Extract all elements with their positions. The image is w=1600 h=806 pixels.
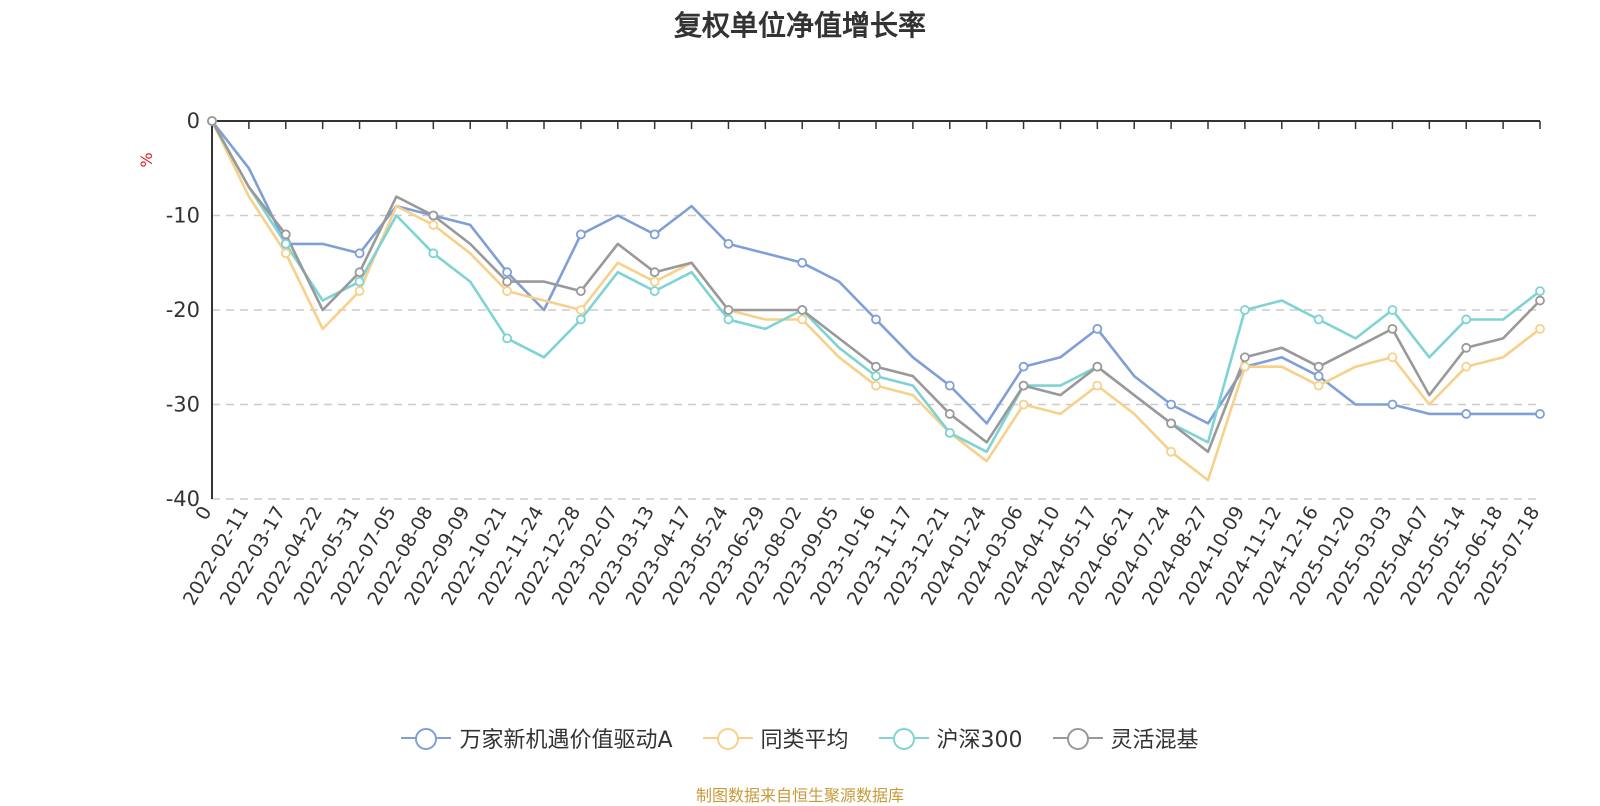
legend-item[interactable]: 同类平均 [702, 722, 849, 754]
data-point[interactable] [1461, 361, 1472, 372]
data-point[interactable] [1092, 380, 1103, 391]
data-point[interactable] [1461, 314, 1472, 325]
data-point[interactable] [723, 314, 734, 325]
series-line [210, 120, 1541, 454]
data-point[interactable] [575, 229, 586, 240]
data-point[interactable] [575, 314, 586, 325]
data-point[interactable] [354, 286, 365, 297]
data-point[interactable] [1461, 409, 1472, 419]
data-point[interactable] [649, 267, 660, 278]
legend-item[interactable]: 沪深300 [878, 722, 1023, 754]
legend-symbol [1052, 726, 1103, 750]
data-point[interactable] [649, 276, 660, 287]
data-point[interactable] [428, 210, 439, 221]
axes [211, 120, 1541, 499]
y-axis-label: % [137, 152, 156, 167]
legend-item[interactable]: 万家新机遇价值驱动A [401, 722, 673, 754]
y-tick-label: -40 [166, 487, 200, 511]
data-point[interactable] [1535, 286, 1545, 297]
data-point[interactable] [207, 116, 217, 126]
legend-symbol [878, 726, 929, 750]
data-point[interactable] [1239, 305, 1250, 315]
source-note: 制图数据来自恒生聚源数据库 [695, 786, 904, 805]
data-point[interactable] [1313, 371, 1324, 382]
legend-label: 灵活混基 [1110, 728, 1199, 753]
data-point[interactable] [1166, 418, 1177, 429]
legend-label: 同类平均 [760, 728, 849, 753]
data-point[interactable] [944, 427, 955, 438]
data-point[interactable] [1313, 380, 1324, 391]
data-point[interactable] [871, 380, 881, 391]
data-point[interactable] [428, 220, 439, 230]
data-point[interactable] [1092, 323, 1103, 334]
gridlines [212, 214, 1540, 500]
data-point[interactable] [871, 361, 881, 372]
data-point[interactable] [1535, 323, 1545, 334]
data-point[interactable] [1387, 305, 1398, 315]
data-point[interactable] [1166, 399, 1177, 410]
y-tick-label: -10 [166, 204, 200, 228]
data-point[interactable] [1313, 361, 1324, 372]
series-line [210, 120, 1541, 454]
series-line [210, 120, 1541, 482]
x-tick-labels: 02022-02-112022-03-172022-04-222022-05-3… [179, 502, 1544, 609]
series-markers [207, 116, 1545, 457]
y-tick-label: -30 [166, 393, 200, 417]
data-point[interactable] [280, 248, 291, 259]
data-point[interactable] [723, 305, 734, 315]
y-tick-label: 0 [187, 109, 200, 133]
data-point[interactable] [1535, 295, 1545, 306]
y-tick-labels: 0 -10 -20 -30 -40 [166, 109, 200, 511]
data-point[interactable] [944, 380, 955, 391]
legend: 万家新机遇价值驱动A 同类平均 沪深300 灵活混基 [0, 722, 1600, 754]
data-point[interactable] [1387, 352, 1398, 363]
data-point[interactable] [723, 238, 734, 249]
data-point[interactable] [502, 267, 513, 278]
data-point[interactable] [575, 286, 586, 297]
data-point[interactable] [1461, 342, 1472, 353]
data-point[interactable] [575, 305, 586, 315]
data-point[interactable] [1018, 380, 1029, 391]
data-point[interactable] [649, 286, 660, 297]
legend-item[interactable]: 灵活混基 [1052, 722, 1199, 754]
data-point[interactable] [797, 305, 808, 315]
legend-symbol [702, 726, 753, 750]
data-point[interactable] [649, 229, 660, 240]
data-point[interactable] [502, 286, 513, 297]
legend-label: 万家新机遇价值驱动A [459, 728, 673, 753]
data-point[interactable] [428, 248, 439, 259]
data-point[interactable] [1313, 314, 1324, 325]
data-point[interactable] [1387, 323, 1398, 334]
data-point[interactable] [354, 267, 365, 278]
data-point[interactable] [1239, 352, 1250, 363]
data-point[interactable] [1018, 399, 1029, 410]
data-point[interactable] [502, 276, 513, 287]
data-point[interactable] [797, 257, 808, 268]
data-point[interactable] [871, 314, 881, 325]
data-point[interactable] [1018, 361, 1029, 372]
data-point[interactable] [1387, 399, 1398, 410]
y-tick-label: -20 [166, 298, 200, 322]
series-lines [210, 120, 1541, 482]
data-point[interactable] [1092, 361, 1103, 372]
data-point[interactable] [871, 371, 881, 382]
data-point[interactable] [280, 238, 291, 249]
data-point[interactable] [1166, 446, 1177, 457]
data-point[interactable] [1535, 409, 1545, 419]
legend-symbol [401, 726, 452, 750]
data-point[interactable] [280, 229, 291, 240]
data-point[interactable] [944, 409, 955, 419]
chart-title: 复权单位净值增长率 [673, 9, 926, 42]
data-point[interactable] [354, 276, 365, 287]
data-point[interactable] [797, 314, 808, 325]
data-point[interactable] [1239, 361, 1250, 372]
data-point[interactable] [502, 333, 513, 344]
legend-label: 沪深300 [936, 728, 1023, 753]
data-point[interactable] [354, 248, 365, 259]
x-tick-label: 0 [191, 503, 216, 524]
